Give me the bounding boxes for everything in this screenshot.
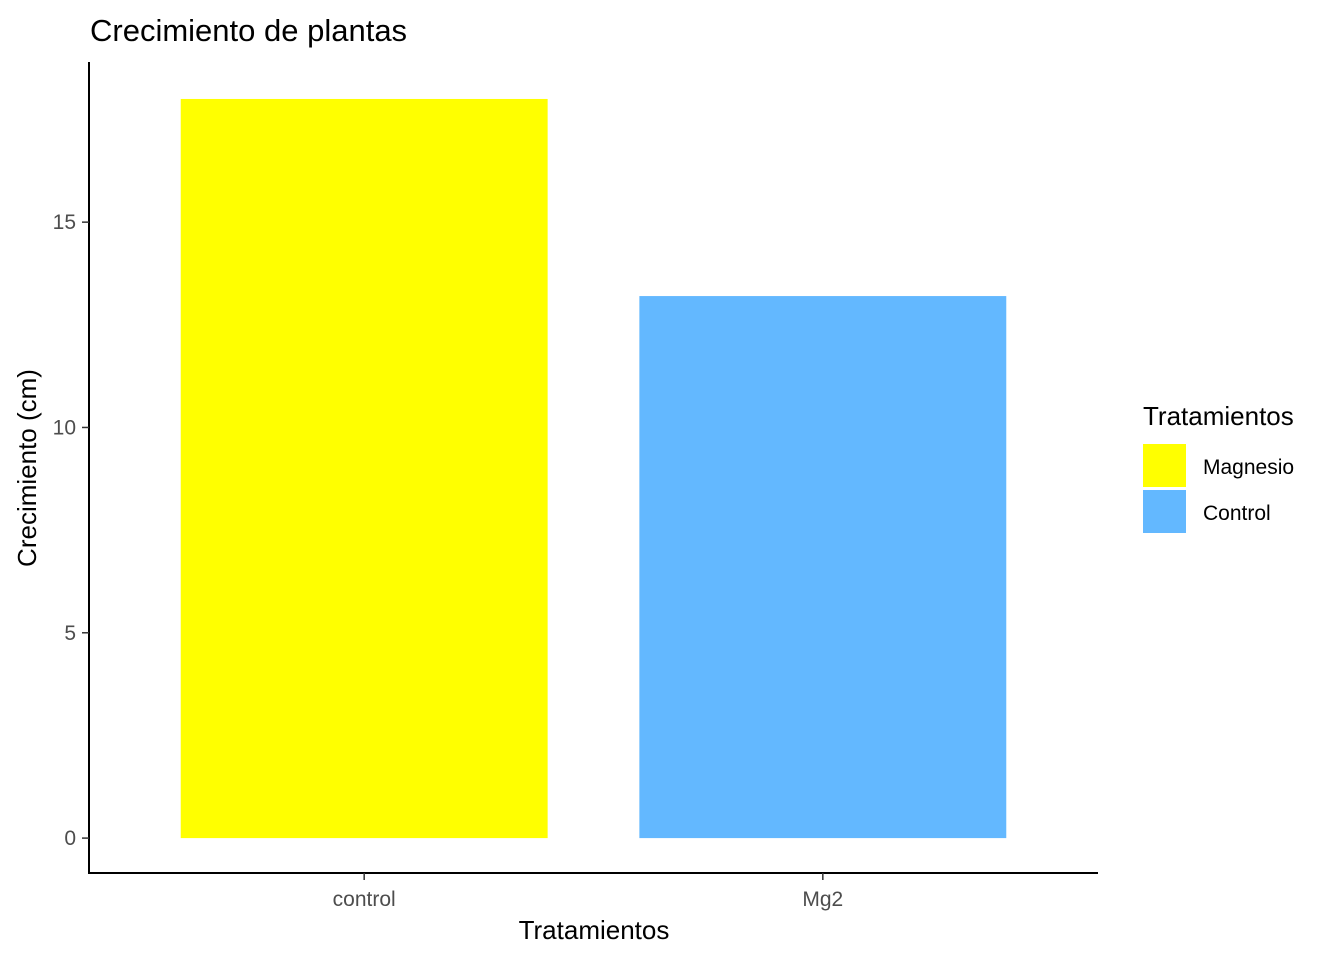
bar-mg2 [639, 296, 1007, 839]
y-tick-label: 0 [64, 827, 76, 850]
bars [180, 98, 1007, 839]
y-tick-label: 10 [53, 416, 76, 439]
y-tick-label: 5 [64, 622, 76, 645]
y-axis-title: Crecimiento (cm) [12, 369, 42, 567]
x-tick-label: control [333, 888, 396, 911]
legend: Tratamientos Magnesio Control [1143, 401, 1294, 533]
x-ticks: control Mg2 [333, 873, 843, 911]
y-ticks: 0 5 10 15 [53, 211, 89, 850]
legend-label-control: Control [1203, 502, 1271, 525]
x-axis-title: Tratamientos [519, 915, 670, 945]
bar-control [180, 98, 548, 839]
x-tick-label: Mg2 [802, 888, 843, 911]
y-tick-label: 15 [53, 211, 76, 234]
legend-key-magnesio [1143, 444, 1186, 487]
chart-title: Crecimiento de plantas [90, 13, 407, 48]
legend-entries: Magnesio Control [1143, 444, 1294, 533]
legend-label-magnesio: Magnesio [1203, 456, 1294, 479]
legend-title: Tratamientos [1143, 401, 1294, 431]
legend-key-control [1143, 490, 1186, 533]
